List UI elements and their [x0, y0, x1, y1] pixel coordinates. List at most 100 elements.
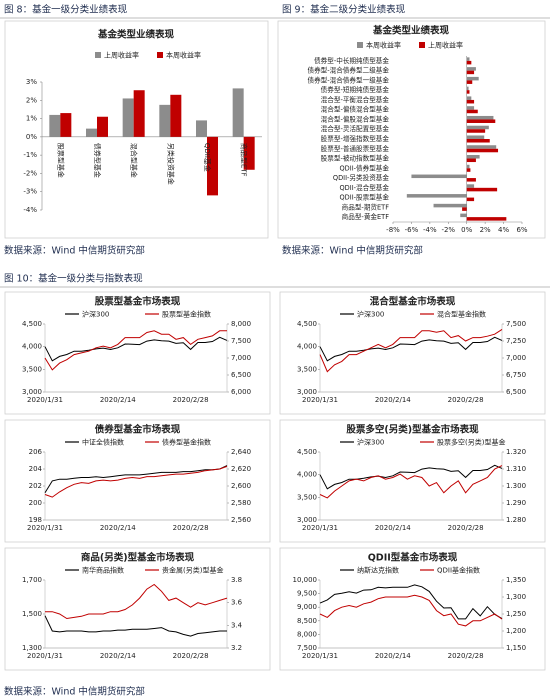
chart-title: 基金类型业绩表现: [97, 29, 175, 41]
y-tick-label: 8,000: [297, 630, 317, 638]
line: [44, 615, 227, 637]
y-tick-label: 204: [29, 465, 43, 473]
x-tick-label: 2020/2/14: [375, 396, 411, 404]
y2-tick-label: 2,620: [231, 465, 251, 473]
frame: [279, 547, 546, 671]
y-tick-label: 债券型-中长期纯债型基金: [314, 56, 389, 65]
y2-tick-label: 6,500: [231, 371, 251, 379]
x-tick-label: 2020/2/14: [375, 652, 411, 660]
y-tick-label: 202: [29, 482, 42, 490]
legend-label: 股票多空(另类)型基金: [437, 438, 505, 447]
frame: [4, 291, 271, 415]
y2-tick-label: 1,250: [506, 610, 526, 618]
bar: [86, 128, 97, 137]
legend-swatch: [95, 52, 101, 58]
bar: [466, 96, 472, 100]
y-tick-label: 商品型-期货ETF: [342, 202, 390, 211]
y2-tick-label: 3.2: [231, 644, 242, 652]
x-tick-label: 2020/2/28: [448, 524, 484, 532]
y2-tick-label: 7,500: [506, 320, 526, 328]
y2-tick-label: 8,000: [231, 320, 251, 328]
bar: [460, 213, 467, 218]
x-tick-label: QDII基金: [203, 143, 212, 172]
bar: [433, 203, 467, 208]
y-tick-label: 9,500: [297, 590, 317, 598]
bar: [466, 158, 476, 163]
y-tick-label: 4,000: [22, 343, 42, 351]
frame: [279, 291, 546, 415]
line: [44, 465, 228, 498]
bar: [170, 94, 182, 137]
bar: [466, 119, 496, 123]
y-tick-label: 混合型-偏股混合型基金: [321, 114, 390, 123]
bar: [196, 120, 207, 137]
y-tick-label: 股票型-被动指数型基金: [321, 154, 390, 163]
legend-label: 本周收益率: [366, 41, 401, 50]
bar: [466, 145, 497, 149]
legend-label: 上周收益率: [428, 41, 463, 50]
legend-swatch: [357, 42, 363, 48]
y2-tick-label: 7,250: [506, 337, 526, 345]
frame: [4, 419, 271, 543]
y-tick-label: 206: [29, 448, 43, 456]
y-tick-label: 200: [29, 499, 42, 507]
bar: [466, 90, 470, 94]
bar: [466, 106, 475, 110]
line: [319, 584, 503, 620]
y-tick-label: 10,000: [293, 576, 318, 584]
y-tick-label: 商品型-黄金ETF: [342, 212, 390, 221]
y2-tick-label: 1,150: [506, 644, 526, 652]
legend-label: 沪深300: [82, 310, 109, 319]
y2-tick-label: 6,000: [231, 388, 251, 396]
y-tick-label: 1,700: [22, 576, 42, 584]
legend-label: 上周收益率: [104, 51, 139, 60]
legend-label: 股票型基金指数: [162, 310, 211, 319]
y-tick-label: -1%: [23, 151, 37, 159]
y-tick-label: 3,500: [297, 493, 317, 501]
y-tick-label: QDII-混合型基金: [339, 183, 389, 192]
legend-label: 南华商品指数: [82, 566, 124, 575]
legend-swatch: [157, 52, 163, 58]
line: [44, 336, 228, 362]
y-tick-label: -2%: [23, 169, 37, 177]
y2-tick-label: 1,200: [506, 627, 526, 635]
y2-tick-label: 7,000: [506, 354, 526, 362]
y-tick-label: 债券型-短期纯债型基金: [321, 85, 390, 94]
chart-title: 债券型基金市场表现: [95, 424, 181, 436]
x-tick-label: 2020/2/28: [173, 524, 209, 532]
bar: [466, 197, 475, 202]
bar: [466, 60, 472, 65]
y-tick-label: 8,500: [297, 617, 317, 625]
frame: [277, 20, 546, 239]
x-tick-label: 2020/2/28: [448, 396, 484, 404]
y2-tick-label: 1.310: [506, 465, 526, 473]
x-tick-label: 商品型ETF: [240, 143, 249, 177]
x-tick-label: 2020/1/31: [302, 524, 338, 532]
bar: [466, 99, 475, 104]
legend-label: 本周收益率: [166, 51, 201, 60]
x-tick-label: 债券型基金: [93, 143, 102, 178]
x-tick-label: 2020/2/28: [448, 652, 484, 660]
x-tick-label: -8%: [386, 226, 400, 234]
bar: [466, 80, 473, 84]
bar: [466, 70, 475, 75]
x-tick-label: -2%: [441, 226, 455, 234]
bar: [466, 76, 479, 81]
x-tick-label: 2020/1/31: [27, 396, 63, 404]
y-tick-label: 0%: [26, 133, 37, 141]
x-tick-label: 2020/2/28: [173, 396, 209, 404]
y-tick-label: 9,000: [297, 603, 317, 611]
y2-tick-label: 1.290: [506, 499, 526, 507]
y-tick-label: 3,000: [297, 516, 317, 524]
bar: [232, 88, 244, 137]
y-tick-label: 4,000: [297, 471, 317, 479]
y-tick-label: 3,500: [22, 365, 42, 373]
y-tick-label: 4,500: [297, 320, 317, 328]
bar: [49, 114, 61, 137]
bar: [466, 109, 478, 114]
frame: [4, 547, 271, 671]
x-tick-label: 6%: [516, 226, 527, 234]
x-tick-label: 混合型基金: [130, 143, 139, 178]
y2-tick-label: 1,350: [506, 576, 526, 584]
bar: [466, 168, 471, 172]
